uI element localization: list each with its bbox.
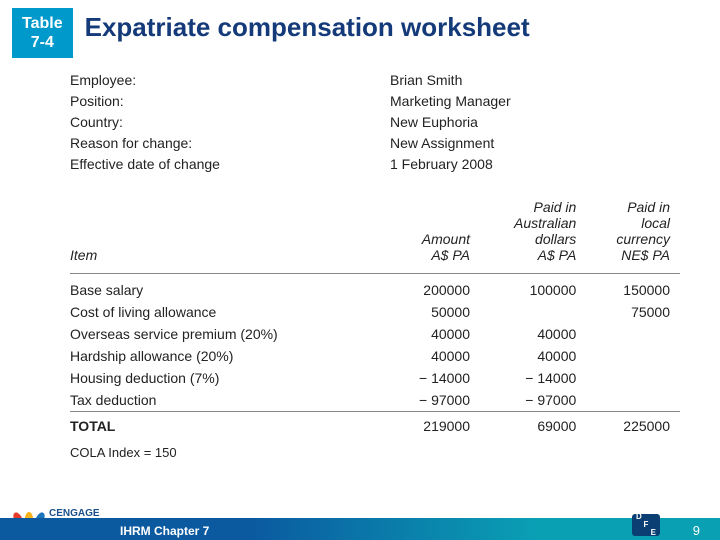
logo-right-c: E	[651, 529, 656, 537]
head-local: Paid in local currency NE$ PA	[586, 193, 680, 274]
table-row: Housing deduction (7%) − 14000 − 14000	[70, 367, 680, 389]
head-aud: Paid in Australian dollars A$ PA	[480, 193, 586, 274]
page-number: 9	[693, 523, 700, 538]
value-reason: New Assignment	[390, 133, 680, 154]
compensation-table: Item Amount A$ PA Paid in Australian dol…	[70, 193, 680, 437]
cell-aud: 40000	[480, 345, 586, 367]
label-effective: Effective date of change	[70, 154, 390, 175]
cell-amount: − 14000	[390, 367, 480, 389]
label-country: Country:	[70, 112, 390, 133]
footer-bar	[0, 518, 720, 540]
slide-title: Expatriate compensation worksheet	[85, 8, 530, 43]
table-header-row: Item Amount A$ PA Paid in Australian dol…	[70, 193, 680, 274]
total-label: TOTAL	[70, 412, 390, 438]
cell-amount: 40000	[390, 323, 480, 345]
label-employee: Employee:	[70, 70, 390, 91]
footer-chapter: IHRM Chapter 7	[120, 524, 209, 538]
cell-amount: 200000	[390, 274, 480, 302]
cell-item: Hardship allowance (20%)	[70, 345, 390, 367]
cell-amount: 50000	[390, 301, 480, 323]
cell-aud: − 97000	[480, 389, 586, 412]
cola-index: COLA Index = 150	[70, 445, 680, 460]
table-total-row: TOTAL 219000 69000 225000	[70, 412, 680, 438]
cell-local: 150000	[586, 274, 680, 302]
content-area: Employee: Position: Country: Reason for …	[0, 58, 720, 460]
info-labels: Employee: Position: Country: Reason for …	[70, 70, 390, 175]
slide-footer: CENGAGE Learning IHRM Chapter 7 D F E 9	[0, 496, 720, 540]
cell-local	[586, 367, 680, 389]
value-effective: 1 February 2008	[390, 154, 680, 175]
label-reason: Reason for change:	[70, 133, 390, 154]
total-amount: 219000	[390, 412, 480, 438]
table-row: Cost of living allowance 50000 75000	[70, 301, 680, 323]
cell-aud: − 14000	[480, 367, 586, 389]
total-local: 225000	[586, 412, 680, 438]
cell-item: Base salary	[70, 274, 390, 302]
cell-item: Cost of living allowance	[70, 301, 390, 323]
table-row: Hardship allowance (20%) 40000 40000	[70, 345, 680, 367]
badge-line2: 7-4	[22, 33, 63, 52]
logo-right-b: F	[644, 521, 649, 529]
table-row: Tax deduction − 97000 − 97000	[70, 389, 680, 412]
cell-aud: 40000	[480, 323, 586, 345]
label-position: Position:	[70, 91, 390, 112]
table-badge: Table 7-4	[12, 8, 73, 58]
cell-item: Housing deduction (7%)	[70, 367, 390, 389]
cell-local	[586, 389, 680, 412]
logo-right-a: D	[636, 513, 642, 521]
dfe-logo: D F E	[632, 514, 660, 536]
cell-aud: 100000	[480, 274, 586, 302]
cell-item: Overseas service premium (20%)	[70, 323, 390, 345]
cell-amount: 40000	[390, 345, 480, 367]
cell-local	[586, 323, 680, 345]
head-amount: Amount A$ PA	[390, 193, 480, 274]
table-row: Overseas service premium (20%) 40000 400…	[70, 323, 680, 345]
cell-item: Tax deduction	[70, 389, 390, 412]
cell-aud	[480, 301, 586, 323]
value-employee: Brian Smith	[390, 70, 680, 91]
slide-header: Table 7-4 Expatriate compensation worksh…	[0, 0, 720, 58]
total-aud: 69000	[480, 412, 586, 438]
badge-line1: Table	[22, 14, 63, 33]
cell-local	[586, 345, 680, 367]
value-position: Marketing Manager	[390, 91, 680, 112]
cell-amount: − 97000	[390, 389, 480, 412]
head-item: Item	[70, 193, 390, 274]
table-row: Base salary 200000 100000 150000	[70, 274, 680, 302]
cell-local: 75000	[586, 301, 680, 323]
employee-info-block: Employee: Position: Country: Reason for …	[70, 70, 680, 175]
value-country: New Euphoria	[390, 112, 680, 133]
info-values: Brian Smith Marketing Manager New Euphor…	[390, 70, 680, 175]
